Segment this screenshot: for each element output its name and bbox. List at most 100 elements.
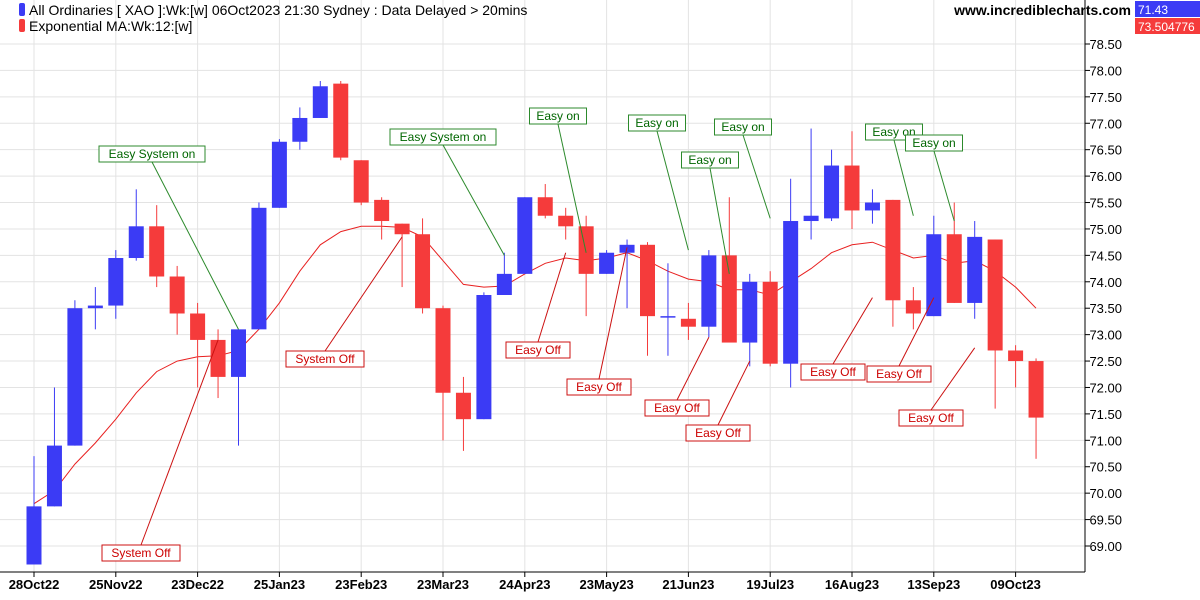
candle	[251, 202, 267, 330]
x-axis-ticks: 28Oct22 25Nov22 23Dec22 25Jan23 23Feb23 23Mar…	[9, 572, 1041, 592]
annotation-leader-line	[893, 139, 914, 216]
candle	[517, 197, 533, 274]
candle-body	[455, 392, 471, 420]
candle	[26, 456, 42, 565]
candle	[885, 199, 901, 327]
candle-body	[721, 255, 737, 343]
candles	[26, 80, 1044, 565]
y-tick-label: 69.00	[1089, 539, 1122, 554]
candle	[599, 250, 615, 274]
candle	[169, 265, 185, 335]
annotation-leader-line	[151, 161, 239, 330]
annotation-box	[898, 409, 964, 427]
candle	[333, 80, 349, 161]
candle	[783, 178, 799, 388]
signal-on-annotation: Easy on	[714, 118, 772, 219]
candle	[394, 223, 410, 288]
annotation-label: System Off	[111, 546, 171, 560]
candle	[987, 239, 1003, 409]
candle-body	[190, 313, 206, 340]
x-tick-label: 16Aug23	[825, 577, 879, 592]
site-url[interactable]: www.incrediblecharts.com	[953, 2, 1131, 18]
annotation-label: System Off	[295, 352, 355, 366]
y-tick-label: 73.50	[1089, 301, 1122, 316]
candle-body	[680, 318, 696, 327]
y-tick-label: 78.50	[1089, 37, 1122, 52]
candle-body	[803, 215, 819, 222]
y-tick-label: 72.50	[1089, 354, 1122, 369]
candle-body	[599, 252, 615, 274]
candle	[190, 302, 206, 388]
x-tick-label: 25Jan23	[254, 577, 305, 592]
x-tick-label: 24Apr23	[499, 577, 550, 592]
annotation-leader-line	[537, 252, 567, 343]
annotation-box	[800, 363, 866, 381]
y-axis-ticks: 69.00 69.50 70.00 70.50 71.00 71.50 72.00 72.50…	[1085, 37, 1122, 554]
candle	[1028, 358, 1044, 459]
candle-body	[312, 86, 328, 118]
candle	[87, 287, 103, 330]
candle	[108, 250, 124, 319]
annotation-box	[505, 341, 571, 359]
candle-body	[1028, 361, 1044, 418]
annotation-leader-line	[656, 130, 689, 251]
signal-on-annotation: Easy on	[628, 114, 689, 251]
annotation-leader-line	[933, 150, 955, 222]
candle	[844, 131, 860, 229]
candle	[476, 292, 492, 420]
x-tick-label: 23Mar23	[417, 577, 469, 592]
y-tick-label: 75.00	[1089, 222, 1122, 237]
signal-on-annotation: Easy on	[905, 134, 963, 222]
signal-on-annotation: Easy on	[681, 151, 739, 274]
annotation-label: Easy on	[872, 125, 915, 139]
annotation-box	[905, 134, 963, 152]
annotation-leader-line	[140, 339, 219, 546]
last-ma-tag: 73.504776	[1138, 20, 1195, 34]
y-tick-label: 77.50	[1089, 90, 1122, 105]
candle-body	[926, 234, 942, 317]
y-tick-label: 71.50	[1089, 407, 1122, 422]
candle	[680, 302, 696, 340]
annotation-label: Easy Off	[908, 411, 954, 425]
annotation-box	[685, 424, 751, 442]
annotation-leader-line	[709, 167, 730, 274]
annotation-label: Easy Off	[654, 401, 700, 415]
candle-body	[394, 223, 410, 235]
signal-off-annotation: System Off	[101, 339, 219, 562]
candle	[231, 329, 246, 446]
candle-body	[517, 197, 533, 274]
annotation-label: Easy on	[721, 120, 764, 134]
annotation-box	[529, 107, 587, 125]
y-tick-label: 70.50	[1089, 460, 1122, 475]
candle	[415, 218, 431, 314]
signal-off-annotation: Easy Off	[866, 297, 935, 383]
candle-body	[946, 234, 962, 303]
last-ma-tag-bg	[1135, 18, 1200, 34]
candle-body	[128, 226, 144, 259]
candle-body	[537, 197, 553, 216]
candle	[864, 189, 880, 224]
ema-line	[33, 225, 1037, 505]
candle-body	[26, 506, 42, 565]
candle	[292, 107, 308, 150]
annotation-box	[866, 365, 932, 383]
y-tick-label: 78.00	[1089, 63, 1122, 78]
annotation-box	[389, 128, 497, 146]
candle-body	[783, 221, 799, 364]
ma-legend-label: Exponential MA:Wk:12:[w]	[29, 18, 192, 34]
candle-body	[987, 239, 1003, 351]
candle	[435, 305, 451, 441]
x-tick-label: 19Jul23	[746, 577, 794, 592]
y-tick-label: 77.00	[1089, 116, 1122, 131]
signal-off-annotation: Easy Off	[566, 247, 632, 396]
annotation-label: Easy Off	[810, 365, 856, 379]
signal-off-annotation: Easy Off	[685, 360, 751, 442]
candle	[128, 189, 144, 261]
last-price-tag: 71.43	[1138, 3, 1168, 17]
candle-body	[415, 234, 431, 309]
candle-body	[108, 258, 124, 306]
candle-body	[67, 308, 83, 446]
candle-body	[374, 199, 390, 222]
annotation-label: Easy on	[635, 116, 678, 130]
